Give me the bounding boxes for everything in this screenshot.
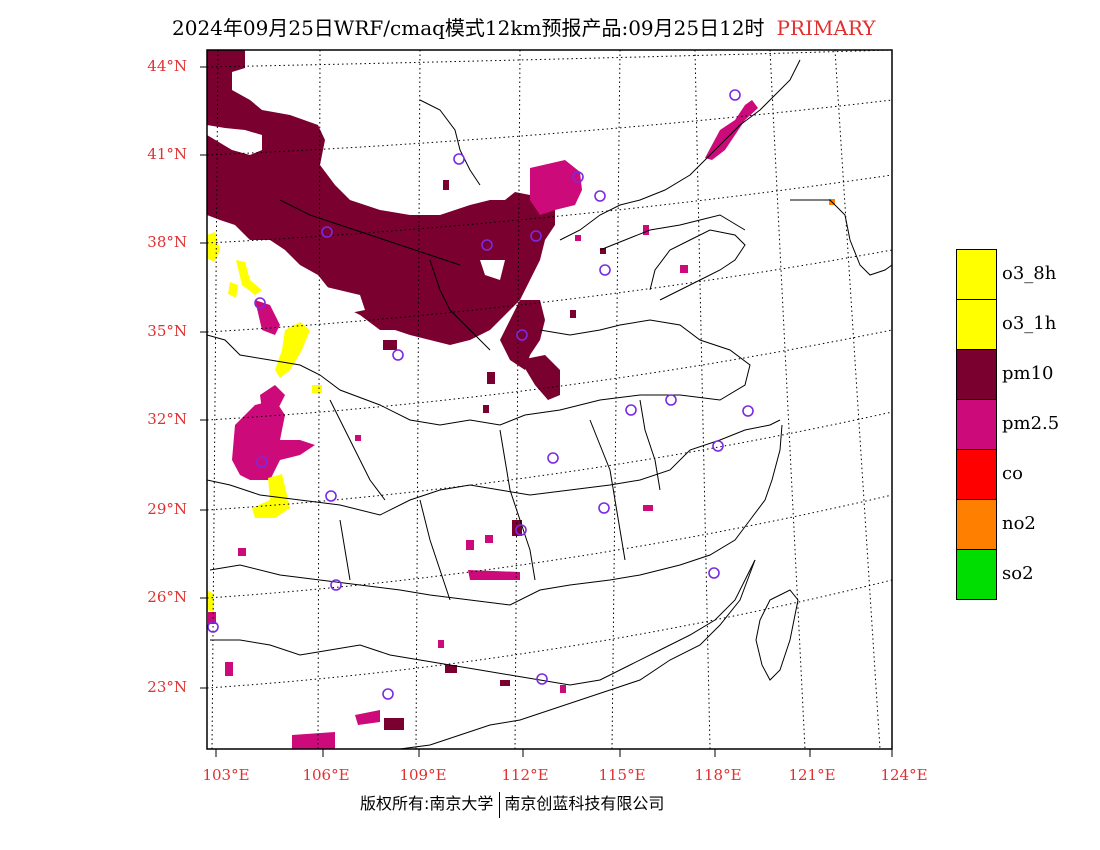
station-marker — [516, 329, 528, 341]
lon-label-124: 124°E — [880, 766, 928, 784]
title-main: 2024年09月25日WRF/cmaq模式12km预报产品:09月25日12时 — [172, 16, 765, 40]
lon-label-103: 103°E — [202, 766, 250, 784]
legend-label: no2 — [1002, 513, 1036, 534]
station-marker — [330, 579, 342, 591]
station-marker — [742, 405, 754, 417]
lon-label-112: 112°E — [501, 766, 549, 784]
lat-label-32: 32°N — [147, 410, 187, 428]
lat-label-38: 38°N — [147, 233, 187, 251]
pm25-regions — [208, 100, 758, 749]
station-marker — [453, 153, 465, 165]
lon-label-121: 121°E — [788, 766, 836, 784]
station-marker — [382, 688, 394, 700]
station-marker — [708, 567, 720, 579]
lat-label-29: 29°N — [147, 500, 187, 518]
map-title: 2024年09月25日WRF/cmaq模式12km预报产品:09月25日12时 P… — [172, 12, 876, 41]
axis-ticks — [200, 66, 893, 757]
legend-item-pm25: pm2.5 — [956, 399, 1100, 450]
legend-swatch — [956, 549, 997, 600]
legend-label: o3_1h — [1002, 313, 1057, 334]
station-marker — [625, 404, 637, 416]
copyright-owner: 版权所有:南京大学 — [360, 794, 494, 813]
lat-label-23: 23°N — [147, 678, 187, 696]
legend-item-pm10: pm10 — [956, 349, 1100, 400]
lat-label-41: 41°N — [147, 145, 187, 163]
legend-label: pm10 — [1002, 363, 1054, 384]
station-marker — [599, 264, 611, 276]
station-marker — [598, 502, 610, 514]
copyright-footer: 版权所有:南京大学 南京创蓝科技有限公司 — [360, 790, 664, 818]
pollutant-legend: o3_8h o3_1h pm10 pm2.5 co no2 so2 — [956, 249, 1100, 600]
legend-item-o3-8h: o3_8h — [956, 249, 1100, 300]
legend-label: co — [1002, 463, 1023, 484]
station-marker — [207, 621, 219, 633]
station-marker — [594, 190, 606, 202]
legend-swatch — [956, 249, 997, 300]
legend-label: so2 — [1002, 563, 1034, 584]
lon-label-118: 118°E — [694, 766, 742, 784]
lat-label-35: 35°N — [147, 322, 187, 340]
pm10-regions — [207, 50, 606, 730]
station-marker — [665, 394, 677, 406]
legend-swatch — [956, 449, 997, 500]
legend-item-no2: no2 — [956, 499, 1100, 550]
station-marker — [481, 239, 493, 251]
station-marker — [254, 297, 266, 309]
copyright-company: 南京创蓝科技有限公司 — [504, 794, 665, 813]
station-marker — [530, 230, 542, 242]
station-marker — [536, 673, 548, 685]
station-marker — [572, 171, 584, 183]
station-marker — [256, 456, 268, 468]
lon-label-115: 115°E — [598, 766, 646, 784]
title-mode: PRIMARY — [776, 16, 876, 40]
station-marker — [325, 490, 337, 502]
legend-swatch — [956, 399, 997, 450]
station-marker — [321, 226, 333, 238]
lon-label-109: 109°E — [399, 766, 447, 784]
legend-item-co: co — [956, 449, 1100, 500]
map-frame — [206, 49, 893, 750]
station-marker — [712, 440, 724, 452]
legend-label: pm2.5 — [1002, 413, 1060, 434]
legend-item-so2: so2 — [956, 549, 1100, 600]
legend-swatch — [956, 499, 997, 550]
legend-swatch — [956, 349, 997, 400]
station-markers — [207, 89, 754, 700]
station-marker — [515, 524, 527, 536]
legend-swatch — [956, 299, 997, 350]
legend-item-o3-1h: o3_1h — [956, 299, 1100, 350]
lat-label-44: 44°N — [147, 57, 187, 75]
station-marker — [547, 452, 559, 464]
lon-label-106: 106°E — [302, 766, 350, 784]
footer-divider — [499, 791, 501, 818]
lat-label-26: 26°N — [147, 588, 187, 606]
station-marker — [729, 89, 741, 101]
station-marker — [392, 349, 404, 361]
legend-label: o3_8h — [1002, 263, 1057, 284]
graticule — [207, 50, 892, 749]
